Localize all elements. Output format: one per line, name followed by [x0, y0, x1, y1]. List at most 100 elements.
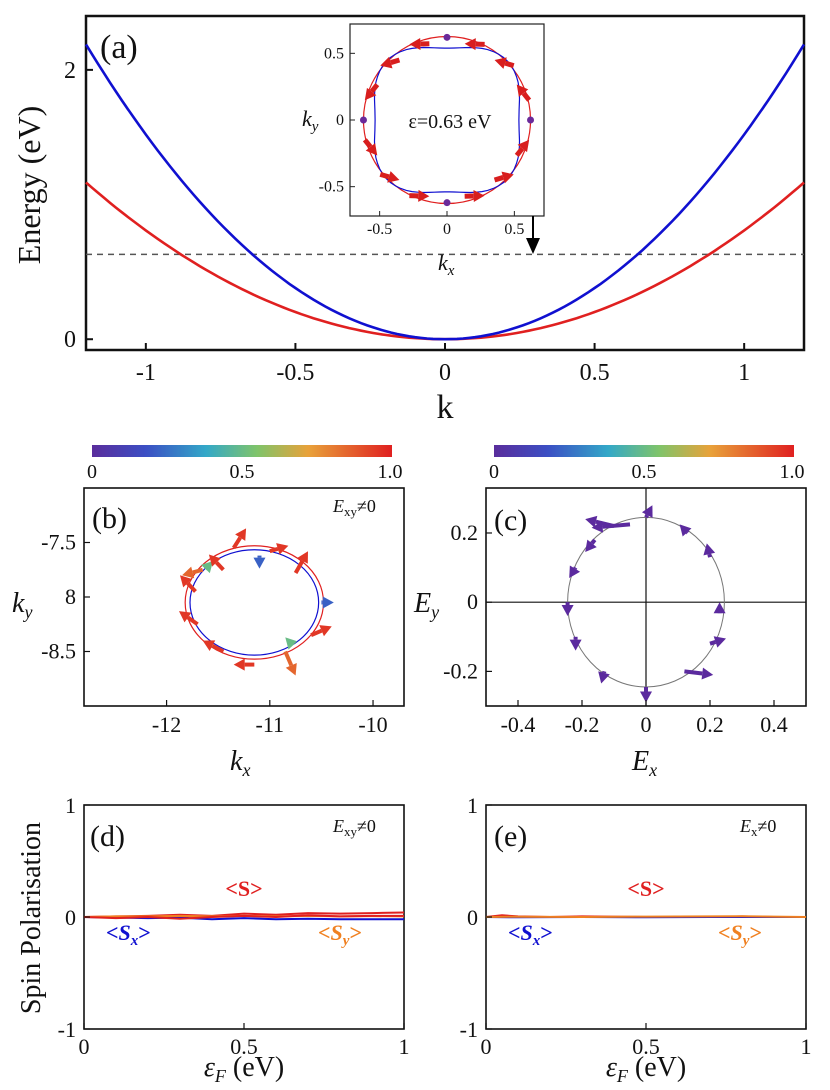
inset-spin-arrow-shaft — [493, 175, 504, 183]
inset-node-dot — [443, 199, 451, 207]
x-tick-label: 1 — [399, 1034, 410, 1059]
inset-ylabel: ky — [302, 106, 319, 135]
inset-spin-arrow-shaft — [521, 91, 532, 102]
spin-arrow-shaft — [310, 628, 323, 637]
inset-spin-arrow-head — [387, 171, 400, 183]
spin-arrow-head — [319, 625, 332, 637]
y-tick-label: -7.5 — [41, 530, 76, 555]
spin-arrow-head — [641, 505, 653, 518]
inset-node-dot — [443, 33, 451, 41]
spin-arrow-head — [253, 557, 266, 569]
panel-d-label-sx: <Sx> — [106, 920, 151, 949]
inset-inner-contour — [373, 46, 521, 194]
y-tick-label: 0 — [65, 905, 76, 930]
x-tick-label: -10 — [358, 712, 387, 737]
spin-arrow-head — [201, 561, 214, 574]
panel-a-inset: -0.5 0 0.5 0.5 0 -0.5 ε=0.63 eV kx ky — [302, 23, 545, 279]
inset-spin-arrow-head — [364, 87, 377, 101]
inset-node-dot — [527, 116, 535, 124]
panel-a-curves — [84, 43, 806, 341]
panel-c-ylabel: Ey — [413, 588, 439, 622]
panel-c: 0 0.5 1.0 -0.4 -0.2 0 0.2 0.4 0.2 0 -0.2 (c) Ex… — [413, 445, 807, 780]
spin-arrow-head — [285, 663, 297, 676]
band-inner-line — [84, 43, 806, 341]
panel-b-ylabel: ky — [12, 588, 32, 622]
panel-b-frame — [83, 487, 405, 707]
spin-arrow-shaft — [231, 536, 242, 550]
panel-e-marks: 0 0.5 110-1 — [460, 793, 812, 1059]
spin-arrow-head — [178, 611, 192, 623]
inset-spin-arrow-head — [409, 38, 421, 51]
spin-arrow-head — [233, 658, 245, 671]
spin-arrow-head — [598, 671, 610, 684]
spin-arrow-head — [585, 515, 598, 528]
spin-arrow-shaft — [215, 561, 225, 572]
y-tick-label: 8 — [65, 584, 76, 609]
inset-spin-arrow-head — [380, 56, 393, 69]
spin-arrow-head — [180, 575, 192, 588]
x-tick-label: 0.4 — [760, 712, 788, 737]
panel-e-label-s: <S> — [627, 876, 664, 901]
inset-y-tick-label: 0 — [336, 112, 344, 129]
inset-spin-arrow-shaft — [504, 60, 515, 69]
spin-arrow-head — [208, 554, 221, 567]
x-tick-label: -1 — [136, 360, 156, 386]
inner-fermi-contour — [189, 549, 320, 656]
inset-spin-arrow-head — [516, 84, 529, 97]
spin-arrow-shaft — [573, 566, 578, 570]
inset-spin-arrow-head — [365, 143, 378, 156]
inset-spin-arrow-head — [418, 189, 430, 202]
spin-arrow-head — [679, 524, 692, 537]
spin-arrow-shaft — [192, 567, 204, 575]
spin-arrow-head — [322, 596, 334, 609]
x-tick-label: 0 — [481, 1034, 492, 1059]
spin-arrow-head — [703, 543, 716, 556]
y-tick-label: -1 — [58, 1017, 76, 1042]
spin-arrow-shaft — [685, 531, 690, 535]
panel-d-condition: Exy≠0 — [332, 816, 376, 839]
panel-d-ylabel: Spin Polarisation — [16, 822, 47, 1014]
spin-arrow-shaft — [709, 640, 717, 646]
y-tick-label: 0 — [64, 327, 76, 353]
inset-xlabel: kx — [438, 250, 455, 279]
panel-c-label: (c) — [494, 504, 527, 537]
series-line — [485, 915, 807, 919]
panel-e-condition: Ex≠0 — [739, 816, 776, 839]
spin-arrow-shaft — [186, 615, 199, 626]
panel-b-cbar-min: 0 — [87, 461, 97, 483]
spin-arrow-head — [202, 640, 216, 652]
x-tick-label: -12 — [152, 712, 181, 737]
spin-arrow-head — [585, 539, 597, 553]
x-tick-label: 1 — [738, 360, 750, 386]
panel-e-label-sy: <Sy> — [718, 920, 762, 949]
panel-b: 0 0.5 1.0 -12 -11 -10 -7.5 8 -8.5 (b) Exy≠0 k… — [12, 445, 405, 780]
x-tick-label: -0.2 — [565, 712, 600, 737]
inset-y-tick-label: 0.5 — [324, 45, 344, 62]
y-tick-label: -8.5 — [41, 639, 76, 664]
panel-c-colorbar — [494, 445, 794, 457]
spin-arrow-head — [591, 520, 604, 533]
spin-arrow-head — [182, 566, 195, 579]
inset-spin-arrow-shaft — [369, 82, 380, 94]
inset-x-tick-label: 0 — [443, 221, 451, 238]
spin-arrow-shaft — [186, 581, 197, 593]
spin-arrow-shaft — [644, 514, 650, 519]
inset-x-tick-label: 0.5 — [504, 221, 524, 238]
spin-arrow-shaft — [293, 559, 305, 575]
x-tick-label: -0.5 — [276, 360, 314, 386]
inset-frame — [349, 23, 545, 217]
panel-e: 0 0.5 110-1 (e) Ex≠0 <S> <Sx> <Sy> εF (eV) — [460, 793, 812, 1086]
x-tick-label: 0.5 — [230, 1034, 258, 1059]
panel-d-xlabel: εF (eV) — [204, 1052, 284, 1086]
x-tick-label: 0 — [79, 1034, 90, 1059]
panel-a-xlabel: k — [437, 389, 454, 426]
spin-arrow-shaft — [211, 643, 225, 654]
panel-a-label: (a) — [100, 29, 138, 66]
inset-spin-arrow-head — [464, 38, 476, 51]
y-tick-label: -0.2 — [443, 658, 478, 683]
spin-arrow-head — [285, 637, 298, 650]
spin-arrow-shaft — [590, 538, 597, 545]
panel-d-marks: 0 0.5 110-1 — [58, 793, 410, 1059]
inset-node-dot — [359, 116, 367, 124]
